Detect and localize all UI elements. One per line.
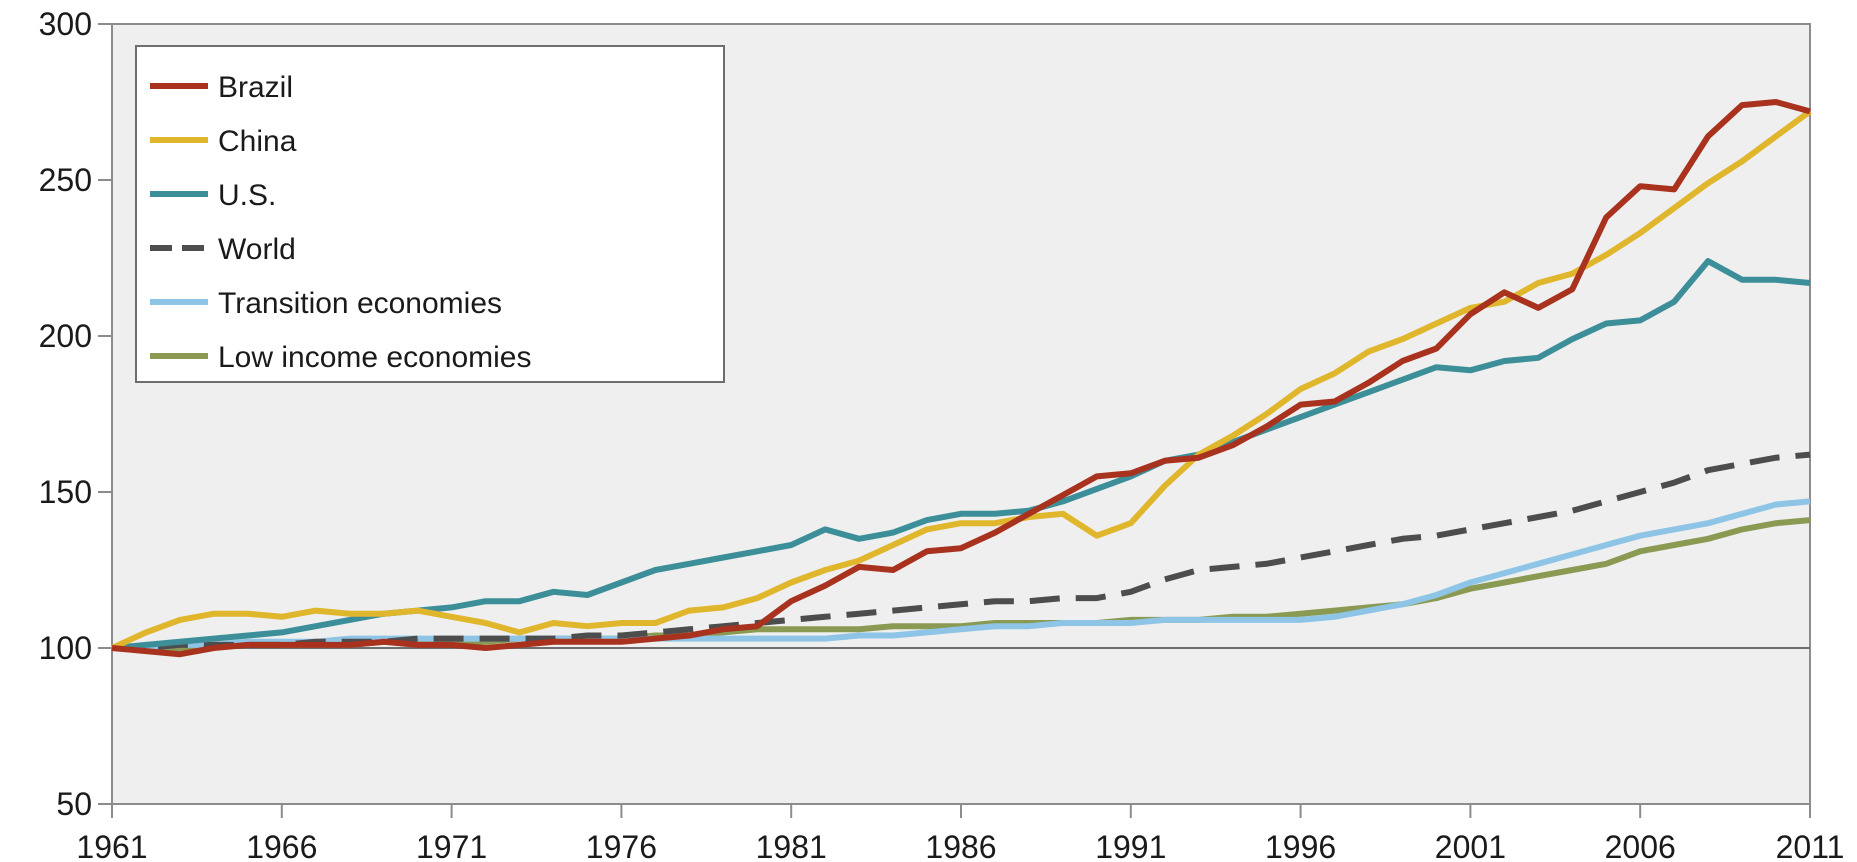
legend-label: Transition economies: [218, 287, 502, 320]
x-tick-label: 1986: [925, 829, 996, 862]
x-tick-label: 1966: [246, 829, 317, 862]
x-tick-label: 1991: [1095, 829, 1166, 862]
series-layer: [110, 99, 1812, 658]
x-axis: 1961 1966 1971 1976 1981 1986 1991 1996 2001 2006…: [76, 804, 1844, 862]
x-tick-label: 1971: [416, 829, 487, 862]
x-tick-label: 1996: [1265, 829, 1336, 862]
y-tick-label: 50: [56, 786, 92, 822]
y-tick-label: 150: [39, 474, 92, 510]
y-tick-label: 250: [39, 162, 92, 198]
y-tick-label: 300: [39, 6, 92, 42]
y-axis: 50 100 150 200 250 300: [39, 6, 112, 822]
x-tick-label: 2006: [1605, 829, 1676, 862]
x-tick-label: 2011: [1776, 829, 1845, 862]
x-tick-label: 1961: [76, 829, 147, 862]
y-tick-label: 200: [39, 318, 92, 354]
x-tick-label: 1981: [756, 829, 827, 862]
legend: Brazil China U.S. World Transition economies…: [135, 45, 725, 383]
x-tick-label: 2001: [1435, 829, 1506, 862]
y-tick-label: 100: [39, 630, 92, 666]
x-tick-label: 1976: [586, 829, 657, 862]
legend-frame: [135, 45, 725, 383]
legend-label: U.S.: [218, 179, 276, 212]
series-line-brazil: [111, 99, 1811, 658]
legend-label: China: [218, 125, 297, 158]
legend-label: Brazil: [218, 71, 293, 104]
legend-label: Low income economies: [218, 341, 532, 374]
series-line-china: [110, 108, 1812, 651]
legend-label: World: [218, 233, 296, 266]
